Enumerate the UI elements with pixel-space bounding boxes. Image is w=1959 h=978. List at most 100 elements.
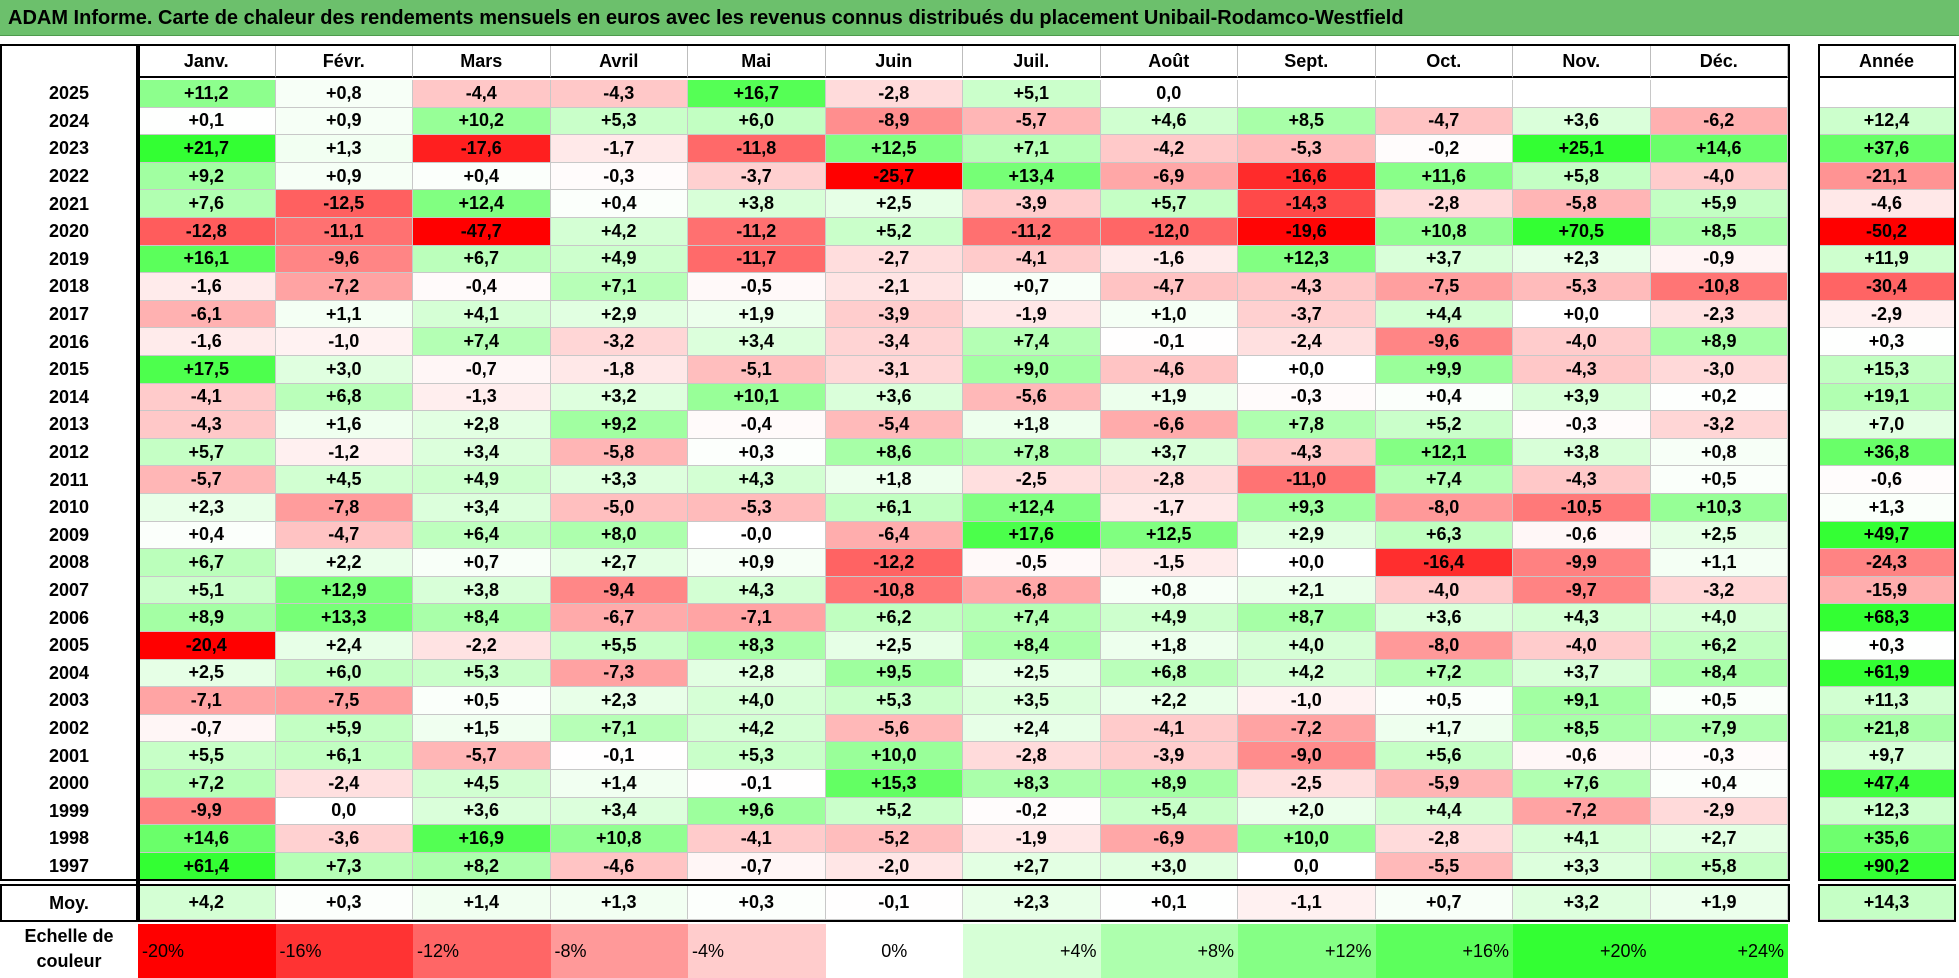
heatmap-cell: +2,0 bbox=[1238, 797, 1376, 826]
heatmap-cell: -12,5 bbox=[275, 190, 413, 218]
color-scale-stop: +8% bbox=[1100, 924, 1238, 978]
heatmap-cell: -3,9 bbox=[825, 300, 963, 329]
heatmap-cell: +4,4 bbox=[1375, 300, 1513, 329]
annual-cell: +0,3 bbox=[1818, 328, 1956, 356]
heatmap-cell: +5,9 bbox=[275, 714, 413, 743]
annual-cell: -15,9 bbox=[1818, 576, 1956, 605]
year-label: 2015 bbox=[48, 359, 90, 380]
heatmap-cell: +0,4 bbox=[550, 190, 688, 218]
heatmap-cell: -0,3 bbox=[550, 162, 688, 191]
heatmap-cell: +3,6 bbox=[825, 383, 963, 412]
annual-cell: +36,8 bbox=[1818, 438, 1956, 467]
heatmap-cell: +0,0 bbox=[1238, 549, 1376, 577]
heatmap-cell: +0,8 bbox=[1100, 576, 1238, 605]
heatmap-cell: +1,9 bbox=[1100, 383, 1238, 412]
heatmap-cell: -10,8 bbox=[1650, 273, 1788, 301]
month-header: Sept. bbox=[1238, 44, 1376, 78]
heatmap-cell: +8,6 bbox=[825, 438, 963, 467]
heatmap-cell: -0,1 bbox=[1100, 328, 1238, 356]
heatmap-cell: +3,6 bbox=[1375, 604, 1513, 632]
heatmap-cell: +4,4 bbox=[1375, 797, 1513, 826]
heatmap-cell: -4,1 bbox=[963, 245, 1101, 274]
heatmap-cell: +7,2 bbox=[1375, 659, 1513, 688]
year-label: 2008 bbox=[48, 552, 90, 573]
heatmap-cell: -5,5 bbox=[1375, 852, 1513, 881]
heatmap-cell: +4,9 bbox=[1100, 604, 1238, 632]
heatmap-cell: +12,4 bbox=[963, 494, 1101, 522]
heatmap-cell: +17,6 bbox=[963, 521, 1101, 550]
heatmap-cell: -2,0 bbox=[825, 852, 963, 881]
heatmap-cell: +8,4 bbox=[963, 632, 1101, 660]
heatmap-cell: -3,4 bbox=[825, 328, 963, 356]
heatmap-cell: -0,4 bbox=[688, 411, 826, 439]
heatmap-cell: -16,6 bbox=[1238, 162, 1376, 191]
page-title: ADAM Informe. Carte de chaleur des rende… bbox=[8, 7, 1404, 29]
heatmap-cell: +9,3 bbox=[1238, 494, 1376, 522]
annual-cell: +12,4 bbox=[1818, 107, 1956, 136]
heatmap-cell: +15,3 bbox=[825, 770, 963, 798]
heatmap-cell: +6,7 bbox=[138, 549, 276, 577]
heatmap-cell: -1,7 bbox=[1100, 494, 1238, 522]
heatmap-cell: +6,4 bbox=[413, 521, 551, 550]
heatmap-cell: -5,3 bbox=[1513, 273, 1651, 301]
heatmap-cell: +0,7 bbox=[413, 549, 551, 577]
year-label: 2019 bbox=[48, 248, 90, 269]
year-label: 2014 bbox=[48, 386, 90, 407]
heatmap-cell: +6,0 bbox=[275, 659, 413, 688]
heatmap-cell: +1,5 bbox=[413, 714, 551, 743]
average-cell: +0,7 bbox=[1375, 886, 1513, 921]
heatmap-cell: +10,3 bbox=[1650, 494, 1788, 522]
heatmap-cell: -0,1 bbox=[688, 770, 826, 798]
heatmap-cell: -2,8 bbox=[825, 80, 963, 108]
heatmap-cell: +14,6 bbox=[138, 825, 276, 853]
heatmap-cell: -1,6 bbox=[138, 328, 276, 356]
heatmap-cell: +2,5 bbox=[825, 632, 963, 660]
heatmap-cell: +61,4 bbox=[138, 852, 276, 881]
heatmap-cell: -7,2 bbox=[275, 273, 413, 301]
heatmap-cell: -14,3 bbox=[1238, 190, 1376, 218]
heatmap-cell: +2,3 bbox=[138, 494, 276, 522]
heatmap-cell: +4,9 bbox=[413, 466, 551, 494]
heatmap-cell: +2,1 bbox=[1238, 576, 1376, 605]
heatmap-cell: +1,0 bbox=[1100, 300, 1238, 329]
heatmap-cell: -4,3 bbox=[138, 411, 276, 439]
heatmap-cell: -0,6 bbox=[1513, 521, 1651, 550]
annual-cell bbox=[1818, 80, 1956, 108]
heatmap-cell: +7,1 bbox=[550, 273, 688, 301]
heatmap-cell: -10,8 bbox=[825, 576, 963, 605]
year-label: 2009 bbox=[48, 524, 90, 545]
year-label: 1997 bbox=[48, 856, 90, 877]
heatmap-cell: +7,6 bbox=[1513, 770, 1651, 798]
heatmap-cell: -0,7 bbox=[688, 852, 826, 881]
average-cell: +0,1 bbox=[1100, 886, 1238, 921]
heatmap-cell: +8,4 bbox=[413, 604, 551, 632]
heatmap-cell: +4,0 bbox=[1238, 632, 1376, 660]
heatmap-cell: +4,2 bbox=[688, 714, 826, 743]
heatmap-cell: +8,9 bbox=[138, 604, 276, 632]
heatmap-cell: +5,2 bbox=[825, 797, 963, 826]
heatmap-cell: +11,6 bbox=[1375, 162, 1513, 191]
heatmap-cell: -9,6 bbox=[1375, 328, 1513, 356]
heatmap-cell: +2,8 bbox=[688, 659, 826, 688]
heatmap-cell: +6,3 bbox=[1375, 521, 1513, 550]
heatmap-cell: +1,1 bbox=[275, 300, 413, 329]
heatmap-cell: +10,0 bbox=[825, 742, 963, 770]
annual-cell: +1,3 bbox=[1818, 494, 1956, 522]
heatmap-cell: +0,4 bbox=[1375, 383, 1513, 412]
month-header: Mai bbox=[688, 44, 826, 78]
year-label: 2024 bbox=[48, 110, 90, 131]
heatmap-cell: +6,1 bbox=[275, 742, 413, 770]
year-label: 2025 bbox=[48, 83, 90, 104]
heatmap-cell: -7,2 bbox=[1238, 714, 1376, 743]
heatmap-cell: +3,3 bbox=[550, 466, 688, 494]
heatmap-cell: +6,8 bbox=[1100, 659, 1238, 688]
heatmap-cell: +3,4 bbox=[413, 438, 551, 467]
heatmap-cell: -3,6 bbox=[275, 825, 413, 853]
heatmap-cell: +16,9 bbox=[413, 825, 551, 853]
heatmap-cell: +7,3 bbox=[275, 852, 413, 881]
heatmap-cell: -3,9 bbox=[1100, 742, 1238, 770]
heatmap-cell: +2,3 bbox=[1513, 245, 1651, 274]
heatmap-cell: +7,4 bbox=[963, 328, 1101, 356]
heatmap-cell: -0,5 bbox=[688, 273, 826, 301]
heatmap-cell: -4,3 bbox=[1513, 466, 1651, 494]
